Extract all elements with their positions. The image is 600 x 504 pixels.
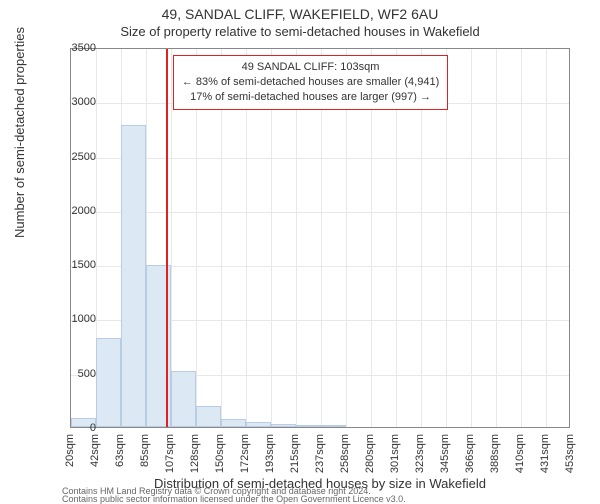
x-tick-label: 410sqm xyxy=(514,434,526,473)
histogram-bar xyxy=(171,371,196,427)
y-tick-label: 1500 xyxy=(46,259,96,271)
histogram-bar xyxy=(296,425,321,427)
y-tick-label: 2500 xyxy=(46,151,96,163)
gridline-v xyxy=(546,49,547,427)
histogram-bar xyxy=(321,425,346,427)
x-tick-label: 431sqm xyxy=(539,434,551,473)
x-tick-label: 215sqm xyxy=(289,434,301,473)
histogram-bar xyxy=(121,125,146,427)
plot-area: 49 SANDAL CLIFF: 103sqm← 83% of semi-det… xyxy=(70,48,570,428)
x-tick-label: 172sqm xyxy=(239,434,251,473)
gridline-v xyxy=(521,49,522,427)
y-tick-label: 2000 xyxy=(46,205,96,217)
page-subtitle: Size of property relative to semi-detach… xyxy=(0,24,600,39)
y-tick-label: 500 xyxy=(46,368,96,380)
x-tick-label: 85sqm xyxy=(139,434,151,467)
callout-line: ← 83% of semi-detached houses are smalle… xyxy=(182,75,439,90)
page-title: 49, SANDAL CLIFF, WAKEFIELD, WF2 6AU xyxy=(0,6,600,22)
chart-container: { "titles": { "line1": "49, SANDAL CLIFF… xyxy=(0,0,600,500)
histogram-bar xyxy=(96,338,121,427)
x-tick-label: 193sqm xyxy=(264,434,276,473)
x-tick-label: 63sqm xyxy=(114,434,126,467)
marker-callout: 49 SANDAL CLIFF: 103sqm← 83% of semi-det… xyxy=(173,55,448,110)
y-tick-label: 0 xyxy=(46,422,96,434)
callout-line: 49 SANDAL CLIFF: 103sqm xyxy=(182,60,439,75)
histogram-bar xyxy=(271,424,296,427)
y-tick-label: 3000 xyxy=(46,96,96,108)
histogram-bar xyxy=(221,419,246,427)
x-tick-label: 366sqm xyxy=(464,434,476,473)
x-tick-label: 107sqm xyxy=(164,434,176,473)
x-tick-label: 237sqm xyxy=(314,434,326,473)
histogram-bar xyxy=(196,406,221,427)
footnote-2b: Contains public sector information licen… xyxy=(62,494,406,504)
x-tick-label: 258sqm xyxy=(339,434,351,473)
x-tick-label: 453sqm xyxy=(564,434,576,473)
x-tick-label: 301sqm xyxy=(389,434,401,473)
x-tick-label: 20sqm xyxy=(64,434,76,467)
gridline-v xyxy=(471,49,472,427)
x-tick-label: 128sqm xyxy=(189,434,201,473)
x-tick-label: 150sqm xyxy=(214,434,226,473)
x-tick-label: 323sqm xyxy=(414,434,426,473)
callout-line: 17% of semi-detached houses are larger (… xyxy=(182,90,439,105)
marker-line xyxy=(166,49,168,427)
y-tick-label: 3500 xyxy=(46,42,96,54)
histogram-bar xyxy=(246,422,271,427)
x-tick-label: 280sqm xyxy=(364,434,376,473)
x-tick-label: 345sqm xyxy=(439,434,451,473)
x-tick-label: 42sqm xyxy=(89,434,101,467)
gridline-v xyxy=(496,49,497,427)
x-tick-label: 388sqm xyxy=(489,434,501,473)
y-tick-label: 1000 xyxy=(46,313,96,325)
y-axis-label: Number of semi-detached properties xyxy=(12,27,27,238)
